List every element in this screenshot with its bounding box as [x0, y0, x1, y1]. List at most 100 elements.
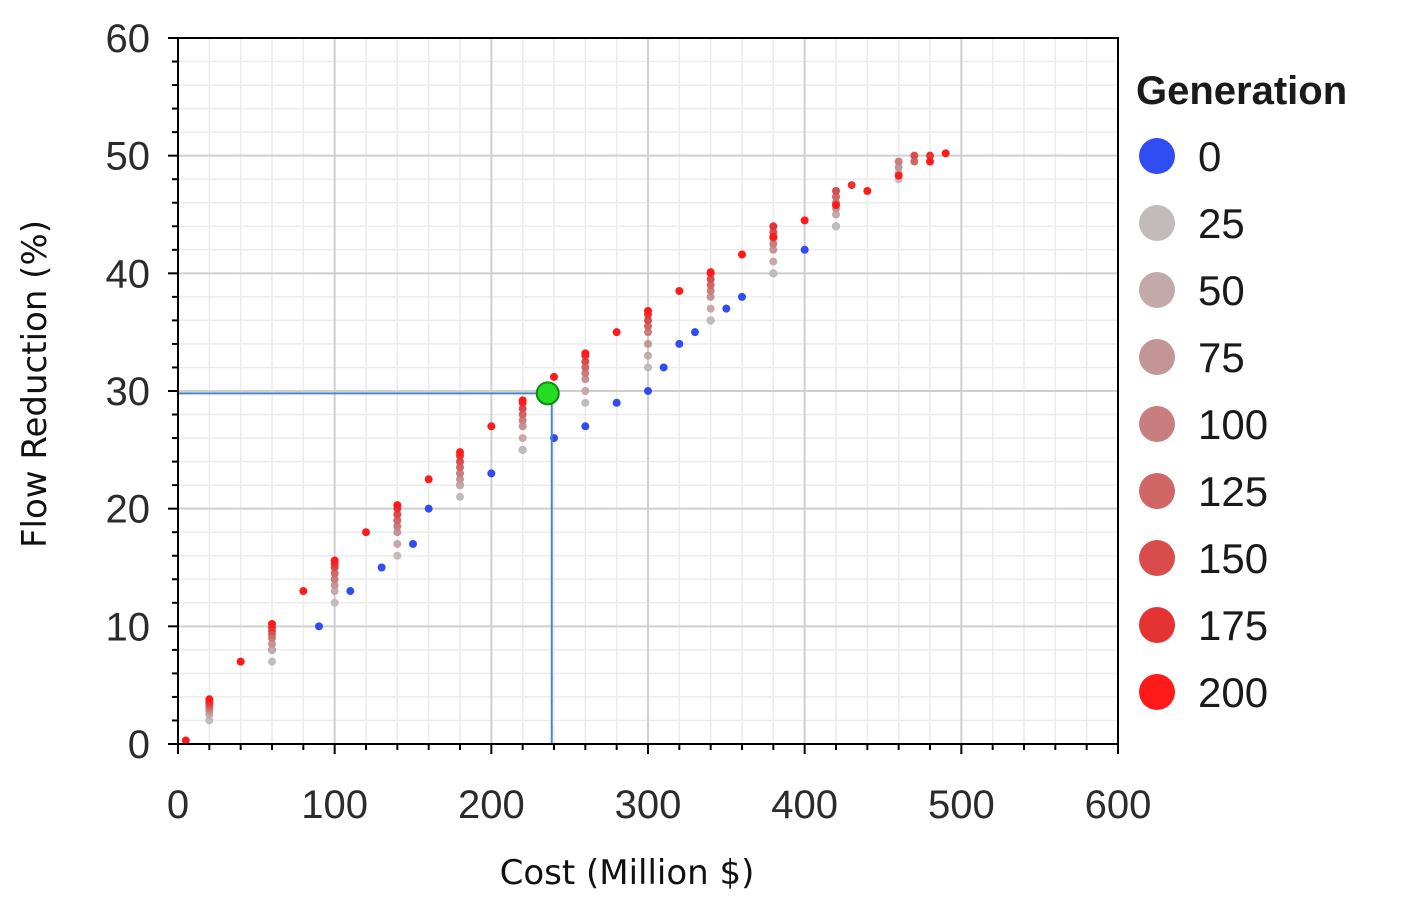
legend-label: 200 [1198, 669, 1268, 716]
point-gen-125 [832, 192, 840, 201]
y-tick-label: 50 [106, 135, 151, 179]
point-gen-150 [706, 275, 715, 284]
y-tick-labels: 0 10 20 30 40 50 60 [106, 17, 151, 767]
point-gen-200 [894, 171, 903, 180]
legend-marker [1139, 138, 1175, 174]
point-gen-125 [581, 363, 590, 372]
point-gen-75 [330, 581, 339, 590]
point-gen-200 [941, 149, 950, 158]
point-gen-200 [424, 475, 433, 484]
point-gen-100 [456, 469, 464, 478]
point-gen-100 [581, 369, 590, 378]
legend-item: 125 [1139, 468, 1268, 515]
x-tick-label: 600 [1085, 783, 1152, 827]
point-gen-0 [315, 622, 323, 631]
point-gen-125 [393, 516, 402, 525]
point-gen-200 [863, 186, 872, 195]
point-gen-75 [456, 475, 464, 484]
legend-label: 25 [1198, 200, 1245, 247]
legend-label: 0 [1198, 133, 1221, 180]
point-gen-0 [800, 245, 809, 254]
point-gen-25 [518, 445, 527, 454]
legend-marker [1139, 406, 1175, 442]
point-gen-100 [894, 157, 903, 166]
point-gen-125 [910, 157, 919, 166]
point-gen-200 [268, 619, 276, 628]
point-gen-200 [926, 157, 934, 166]
x-tick-label: 100 [301, 783, 368, 827]
legend-item: 200 [1139, 669, 1268, 716]
legend-item: 25 [1139, 200, 1245, 247]
point-gen-125 [518, 410, 527, 419]
legend-marker [1139, 674, 1175, 710]
point-gen-75 [706, 292, 715, 301]
point-gen-75 [769, 245, 778, 254]
x-tick-label: 400 [771, 783, 838, 827]
point-gen-0 [409, 539, 417, 548]
point-gen-0 [675, 339, 684, 348]
point-gen-150 [910, 151, 919, 160]
point-gen-50 [581, 387, 590, 395]
point-gen-175 [847, 181, 856, 190]
legend-label: 50 [1198, 267, 1245, 314]
point-gen-200 [550, 372, 558, 381]
point-gen-200 [393, 501, 402, 510]
point-gen-50 [518, 434, 527, 443]
legend-marker [1139, 607, 1175, 643]
legend-item: 100 [1139, 401, 1268, 448]
point-gen-150 [518, 404, 527, 413]
y-axis-title: Flow Reduction (%) [15, 220, 55, 548]
point-gen-75 [268, 639, 276, 648]
point-gen-25 [706, 316, 715, 325]
point-gen-200 [330, 556, 339, 565]
point-gen-200 [362, 528, 370, 537]
point-gen-200 [644, 306, 652, 315]
point-gen-50 [268, 645, 276, 654]
point-gen-0 [346, 587, 355, 596]
point-gen-0 [612, 398, 621, 407]
x-tick-label: 0 [167, 783, 189, 827]
point-gen-175 [769, 222, 778, 231]
point-gen-0 [738, 292, 746, 301]
point-gen-200 [456, 448, 464, 457]
data-points [181, 149, 950, 745]
reference-lines [178, 392, 553, 744]
x-tick-labels: 0 100 200 300 400 500 600 [167, 783, 1152, 827]
y-tick-label: 0 [128, 723, 150, 767]
point-gen-200 [832, 201, 840, 210]
point-gen-100 [393, 522, 402, 531]
point-gen-125 [330, 569, 339, 578]
legend-marker [1139, 205, 1175, 241]
point-gen-50 [456, 481, 464, 490]
point-gen-150 [832, 186, 840, 195]
point-gen-175 [926, 151, 934, 160]
point-gen-0 [691, 328, 699, 337]
point-gen-75 [894, 163, 903, 172]
legend-marker [1139, 540, 1175, 576]
point-gen-150 [581, 357, 590, 366]
legend-label: 125 [1198, 468, 1268, 515]
point-gen-200 [800, 216, 809, 225]
point-gen-200 [236, 657, 245, 666]
legend: 0 25 50 75 100 125 150 175 200 [1139, 133, 1268, 716]
legend-item: 75 [1139, 334, 1245, 381]
point-gen-0 [487, 469, 496, 478]
point-gen-25 [644, 363, 652, 372]
legend-marker [1139, 473, 1175, 509]
legend-item: 175 [1139, 602, 1268, 649]
point-gen-100 [706, 286, 715, 295]
point-gen-0 [722, 304, 731, 313]
point-gen-50 [832, 210, 840, 219]
point-gen-25 [268, 657, 276, 666]
point-gen-100 [769, 239, 778, 248]
point-gen-125 [456, 463, 464, 472]
x-axis-title: Cost (Million $) [500, 853, 755, 893]
point-gen-0 [644, 387, 652, 395]
legend-marker [1139, 339, 1175, 375]
selected-solution-point [535, 381, 560, 406]
point-gen-25 [393, 551, 402, 560]
x-tick-label: 200 [458, 783, 525, 827]
point-gen-200 [205, 695, 214, 704]
point-gen-125 [644, 322, 652, 331]
